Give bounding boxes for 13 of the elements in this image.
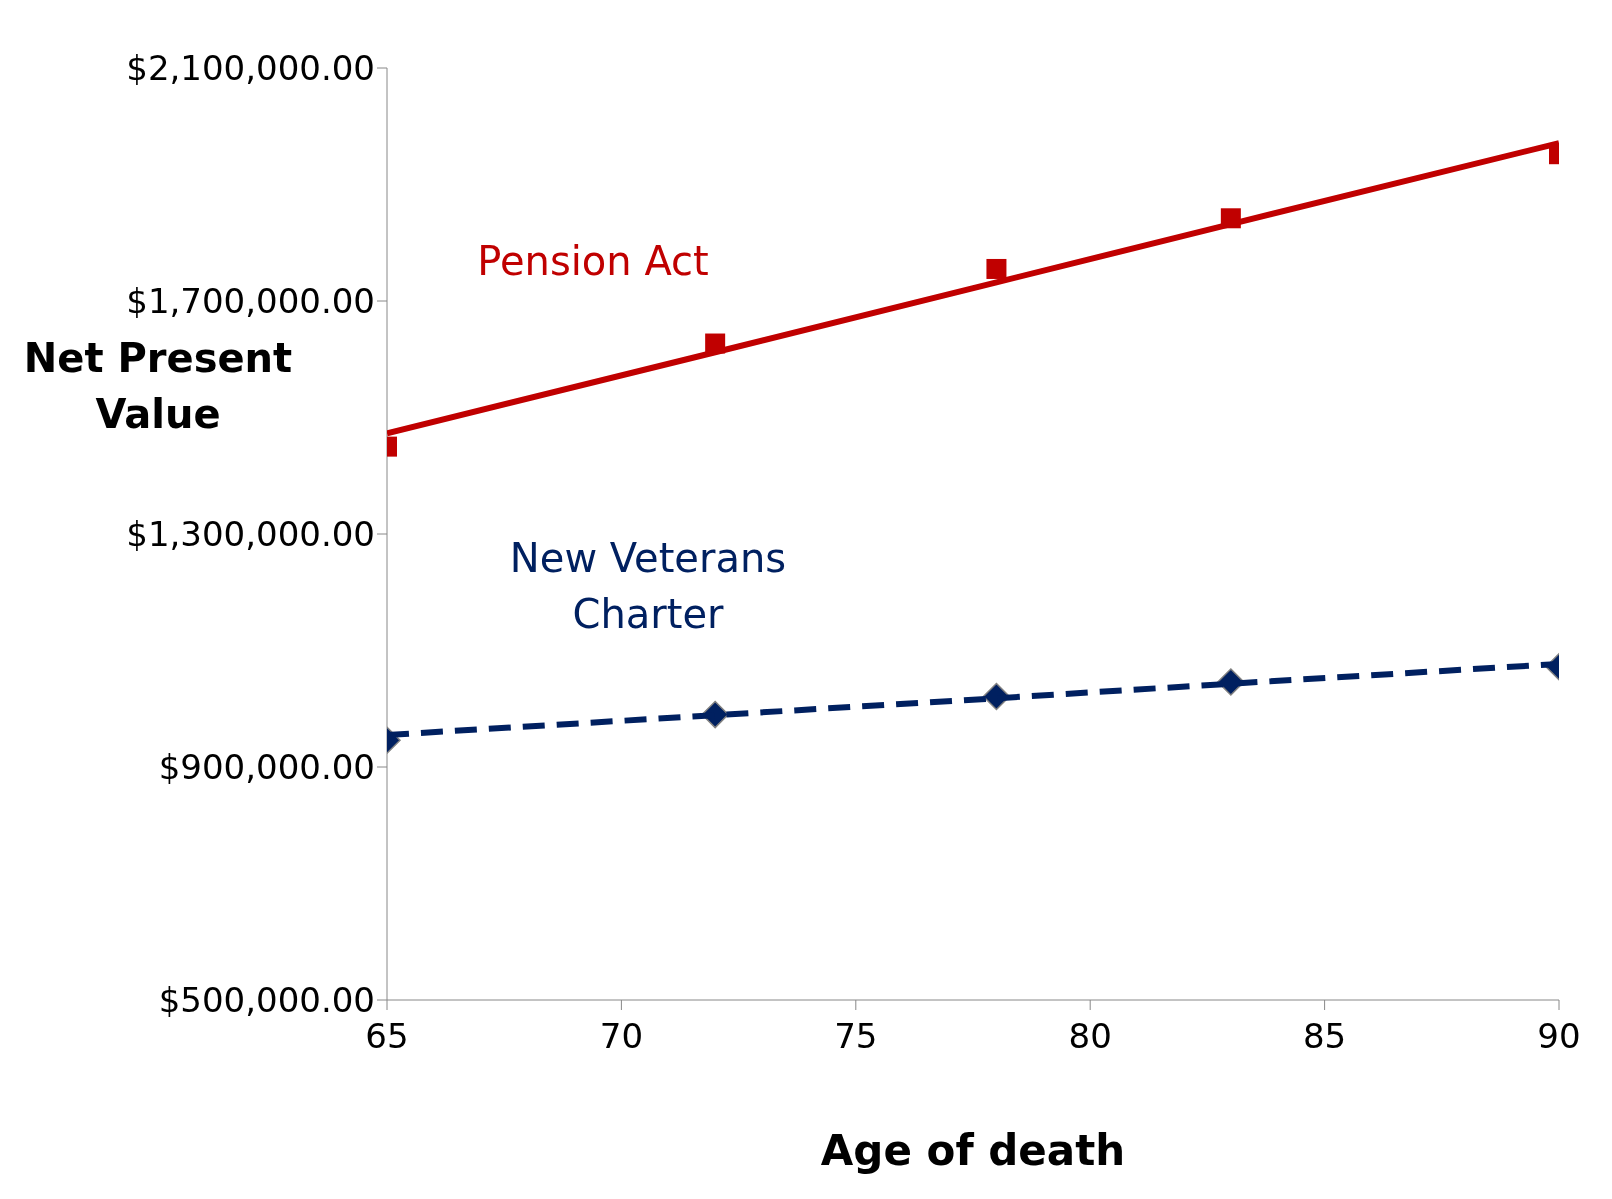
x-axis-title: Age of death (819, 1126, 1127, 1175)
y-tick-label: $1,300,000.00 (126, 514, 375, 555)
x-tick-label: 90 (1537, 1016, 1581, 1057)
x-tick-label: 80 (1068, 1016, 1112, 1057)
y-axis-title: Net Present Value (22, 334, 294, 439)
series-label: Pension Act (476, 237, 710, 286)
x-tick-label: 85 (1302, 1016, 1347, 1057)
y-tick-label: $900,000.00 (158, 747, 375, 788)
x-tick-label: 75 (834, 1016, 878, 1057)
text: New Veterans Charter (508, 534, 788, 639)
y-tick-label: $1,700,000.00 (126, 281, 375, 322)
y-tick-label: $2,100,000.00 (126, 48, 375, 89)
x-tick-label: 70 (599, 1016, 644, 1057)
